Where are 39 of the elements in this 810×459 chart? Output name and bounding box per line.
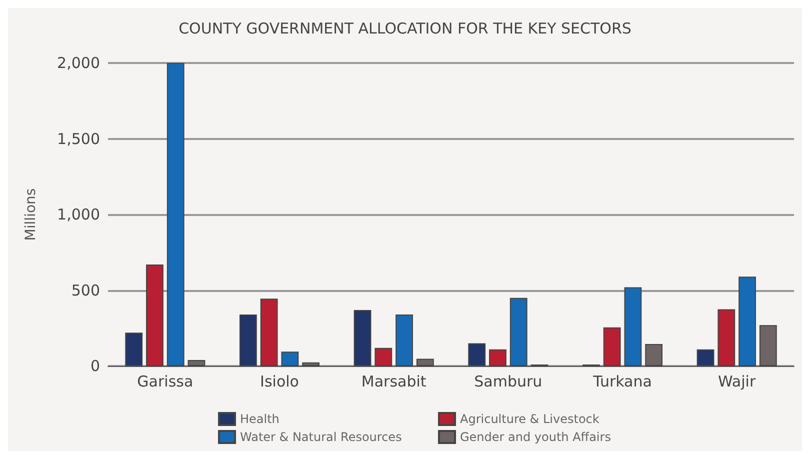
bar	[188, 360, 206, 366]
y-tick-label: 500	[71, 281, 100, 300]
x-tick-label: Turkana	[592, 372, 652, 390]
legend-label: Health	[240, 412, 280, 426]
bar	[146, 264, 164, 366]
bar	[468, 343, 486, 366]
bar	[302, 362, 320, 366]
bar	[603, 327, 621, 366]
y-tick-label: 1,500	[57, 130, 100, 148]
bar	[645, 344, 663, 366]
legend-label: Gender and youth Affairs	[460, 430, 611, 444]
x-tick-label: Isiolo	[260, 372, 299, 390]
bar	[624, 287, 642, 366]
bar	[354, 310, 372, 366]
bar	[374, 348, 392, 366]
bar	[281, 352, 299, 366]
bar	[396, 314, 413, 366]
bar	[759, 325, 777, 366]
x-tick-label: Wajir	[718, 372, 756, 390]
bar	[696, 349, 714, 366]
x-tick-label: Garissa	[137, 372, 194, 390]
y-tick-label: 1,000	[57, 206, 100, 224]
bar	[125, 332, 143, 366]
y-axis-title: Millions	[23, 188, 39, 241]
bar	[260, 298, 278, 366]
chart-title: COUNTY GOVERNMENT ALLOCATION FOR THE KEY SECTORS	[178, 20, 632, 38]
x-tick-label: Marsabit	[361, 372, 426, 390]
bar	[510, 298, 528, 366]
bar	[166, 63, 184, 366]
legend-label: Water & Natural Resources	[240, 430, 402, 444]
x-tick-label: Samburu	[474, 372, 542, 390]
bar	[239, 314, 257, 366]
bar	[738, 276, 756, 366]
legend-label: Agriculture & Livestock	[460, 412, 600, 426]
y-tick-label: 0	[90, 357, 100, 375]
bar	[416, 358, 434, 366]
y-tick-label: 2,000	[57, 54, 100, 72]
bar	[718, 309, 736, 366]
bar	[489, 349, 506, 366]
